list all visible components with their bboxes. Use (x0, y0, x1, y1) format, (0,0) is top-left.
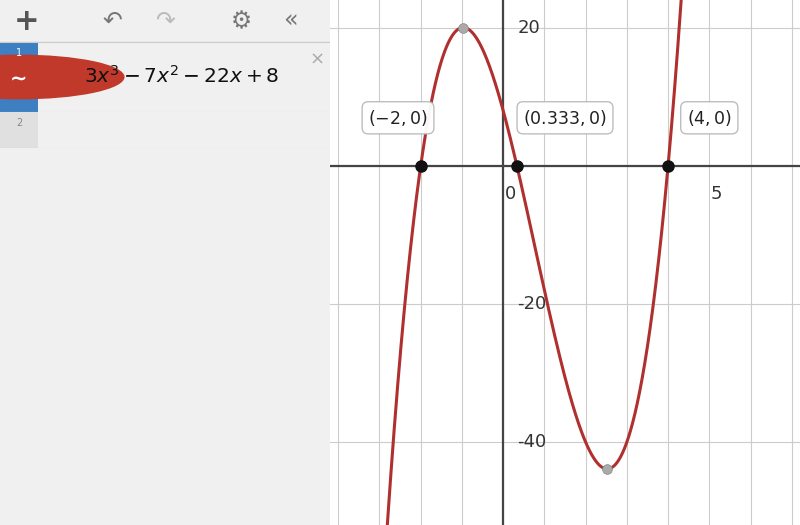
Text: $3x^3 - 7x^2 - 22x + 8$: $3x^3 - 7x^2 - 22x + 8$ (84, 65, 279, 87)
Text: ∼: ∼ (10, 69, 28, 89)
Text: +: + (14, 7, 39, 36)
Text: $(4, 0)$: $(4, 0)$ (686, 108, 732, 128)
Text: $(-2, 0)$: $(-2, 0)$ (368, 108, 428, 128)
Text: ×: × (310, 50, 324, 68)
Text: ↶: ↶ (102, 9, 122, 33)
Circle shape (0, 55, 125, 99)
Text: $(0.333, 0)$: $(0.333, 0)$ (523, 108, 607, 128)
Text: 1: 1 (16, 48, 22, 58)
Text: 5: 5 (711, 185, 722, 203)
Text: «: « (283, 9, 298, 33)
FancyBboxPatch shape (0, 42, 38, 112)
Text: -40: -40 (518, 433, 547, 451)
Text: -20: -20 (518, 295, 547, 313)
FancyBboxPatch shape (0, 112, 38, 148)
Text: ↷: ↷ (155, 9, 175, 33)
Text: 0: 0 (505, 185, 516, 203)
Text: 20: 20 (518, 18, 540, 37)
Text: ⚙: ⚙ (230, 9, 251, 33)
Text: 2: 2 (16, 119, 22, 129)
